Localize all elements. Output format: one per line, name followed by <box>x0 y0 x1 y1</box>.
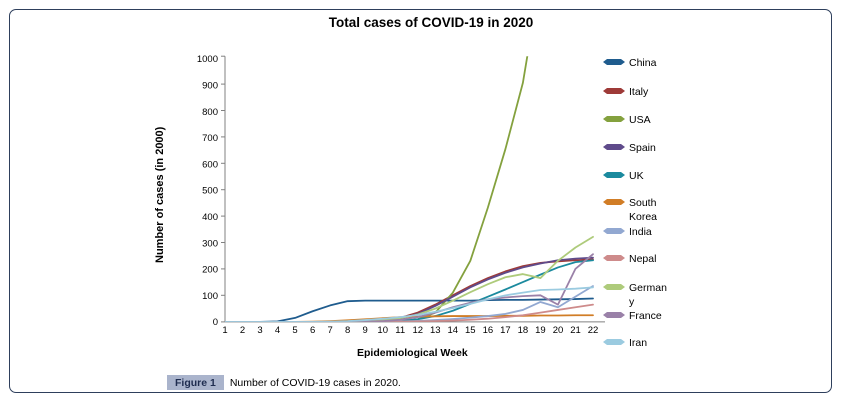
svg-text:14: 14 <box>448 325 459 336</box>
svg-text:500: 500 <box>202 186 218 197</box>
svg-text:USA: USA <box>629 114 651 126</box>
svg-text:600: 600 <box>202 159 218 170</box>
svg-text:German: German <box>629 282 667 294</box>
svg-text:0: 0 <box>213 317 218 328</box>
svg-text:11: 11 <box>395 325 405 336</box>
svg-text:15: 15 <box>465 325 476 336</box>
svg-text:y: y <box>629 296 635 308</box>
svg-text:21: 21 <box>570 325 581 336</box>
svg-text:4: 4 <box>275 325 280 336</box>
svg-text:7: 7 <box>327 325 332 336</box>
svg-text:Nepal: Nepal <box>629 253 656 265</box>
svg-text:9: 9 <box>363 325 368 336</box>
svg-text:UK: UK <box>629 170 644 182</box>
svg-text:3: 3 <box>257 325 262 336</box>
svg-text:400: 400 <box>202 212 218 223</box>
svg-text:20: 20 <box>553 325 564 336</box>
svg-text:13: 13 <box>430 325 441 336</box>
svg-text:1000: 1000 <box>197 54 218 65</box>
svg-text:8: 8 <box>345 325 350 336</box>
svg-text:Korea: Korea <box>629 211 657 223</box>
svg-text:1: 1 <box>222 325 227 336</box>
svg-text:India: India <box>629 226 652 238</box>
svg-text:800: 800 <box>202 107 218 118</box>
svg-text:200: 200 <box>202 265 218 276</box>
svg-text:10: 10 <box>377 325 388 336</box>
svg-text:Spain: Spain <box>629 142 656 154</box>
svg-text:2: 2 <box>240 325 245 336</box>
svg-text:Iran: Iran <box>629 337 647 349</box>
svg-text:19: 19 <box>535 325 546 336</box>
svg-text:China: China <box>629 57 657 69</box>
svg-text:South: South <box>629 197 657 209</box>
svg-text:900: 900 <box>202 81 218 92</box>
svg-text:6: 6 <box>310 325 315 336</box>
svg-text:12: 12 <box>413 325 424 336</box>
svg-text:300: 300 <box>202 238 218 249</box>
svg-text:16: 16 <box>483 325 494 336</box>
svg-text:17: 17 <box>500 325 511 336</box>
svg-text:22: 22 <box>588 325 599 336</box>
svg-text:5: 5 <box>292 325 297 336</box>
svg-text:18: 18 <box>518 325 529 336</box>
svg-text:Italy: Italy <box>629 86 649 98</box>
svg-text:France: France <box>629 310 662 322</box>
svg-text:700: 700 <box>202 133 218 144</box>
svg-text:100: 100 <box>202 291 218 302</box>
